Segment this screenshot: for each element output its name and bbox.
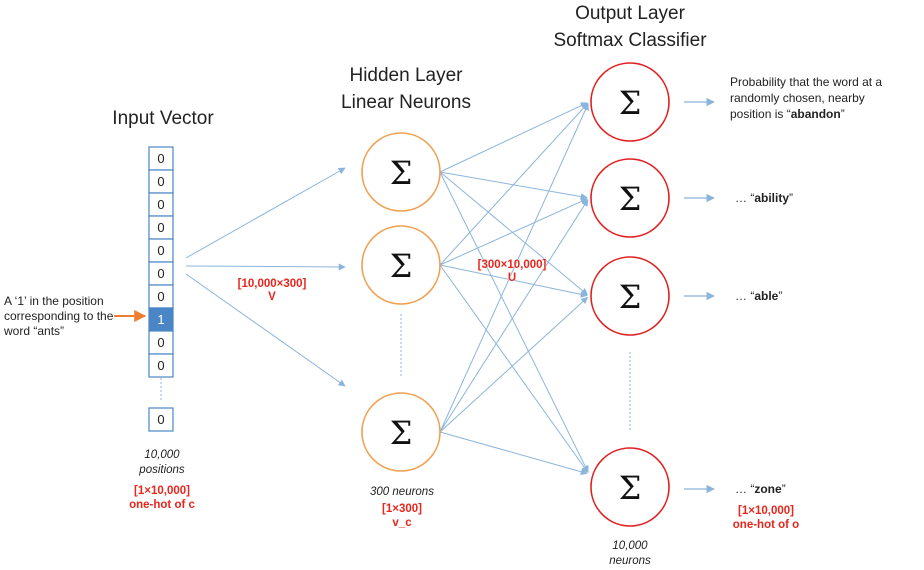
input-cell-value: 0 [157, 358, 164, 373]
input-note-line-1: A ‘1’ in the position [4, 294, 104, 308]
output-word-ability: … “ability” [735, 191, 793, 205]
hidden-to-output-line [439, 199, 589, 433]
sigma-symbol: Σ [619, 180, 642, 218]
input-vector-title: Input Vector [112, 108, 214, 129]
hidden-to-output-line [439, 296, 589, 433]
input-cell-value: 0 [157, 266, 164, 281]
input-shape-desc: one-hot of c [129, 499, 195, 511]
output-word-zone: … “zone” [735, 482, 786, 496]
output-neuron-4: Σ [590, 447, 670, 527]
hidden-layer-title: Hidden Layer [349, 65, 463, 86]
connection-lines [185, 102, 589, 476]
hidden-neuron-2: Σ [361, 225, 441, 305]
hidden-to-output-line [439, 431, 588, 476]
hidden-count-label: 300 neurons [370, 486, 434, 498]
sigma-symbol: Σ [619, 278, 642, 316]
input-cell-value: 1 [157, 312, 164, 327]
input-cell-value: 0 [157, 335, 164, 350]
input-size-label-2: positions [138, 464, 185, 476]
probability-label-line-2: randomly chosen, nearby [730, 91, 865, 105]
sigma-symbol: Σ [390, 414, 413, 452]
input-cell-value: 0 [157, 174, 164, 189]
sigma-symbol: Σ [619, 84, 642, 122]
input-cell-value: 0 [157, 220, 164, 235]
input-last-cell [148, 407, 174, 432]
probability-label-line-3: position is “abandon” [730, 107, 845, 121]
input-to-hidden-line [185, 273, 346, 387]
hidden-to-output-line [439, 102, 588, 173]
sigma-symbol: Σ [619, 469, 642, 507]
hidden-layer-subtitle: Linear Neurons [341, 92, 471, 113]
hidden-to-output-line [439, 264, 588, 298]
input-to-hidden-line [185, 167, 346, 259]
output-count-label-2: neurons [609, 555, 651, 567]
input-cell-value: 0 [157, 151, 164, 166]
hidden-to-output-line [439, 171, 589, 296]
output-shape-desc: one-hot of o [733, 519, 799, 531]
hidden-to-output-line [439, 198, 588, 266]
input-cell [148, 353, 174, 378]
weight-u-shape: [300×10,000] [478, 259, 547, 271]
hidden-neuron-3: Σ [361, 392, 441, 472]
weight-u-name: U [508, 272, 516, 284]
hidden-to-output-line [439, 103, 589, 433]
hidden-shape-label: [1×300] [382, 503, 422, 515]
sigma-symbol: Σ [390, 247, 413, 285]
input-note-line-2: corresponding to the [4, 309, 114, 323]
input-cell-value: 0 [157, 243, 164, 258]
hidden-to-output-line [439, 264, 589, 473]
input-vector: 0 0 0 0 0 0 0 1 0 0 [148, 146, 174, 378]
output-count-label: 10,000 [612, 540, 648, 552]
sigma-symbol: Σ [390, 154, 413, 192]
input-last-cell-value: 0 [157, 412, 164, 427]
input-shape-label: [1×10,000] [134, 485, 190, 497]
input-to-hidden-line [185, 263, 346, 271]
weight-v-name: V [268, 291, 276, 303]
output-neuron-1: Σ [590, 62, 670, 142]
output-layer-title: Output Layer [575, 3, 686, 24]
output-layer-subtitle: Softmax Classifier [553, 30, 707, 51]
probability-label-line-1: Probability that the word at a [730, 75, 882, 89]
input-cell-value: 0 [157, 197, 164, 212]
hidden-shape-desc: v_c [392, 517, 412, 529]
output-neuron-2: Σ [590, 158, 670, 238]
hidden-neuron-1: Σ [361, 132, 441, 212]
output-word-able: … “able” [735, 289, 782, 303]
output-shape-label: [1×10,000] [738, 505, 794, 517]
weight-v-shape: [10,000×300] [238, 278, 307, 290]
input-size-label: 10,000 [144, 449, 180, 461]
input-note-line-3: word “ants” [3, 324, 64, 338]
hidden-to-output-line [439, 102, 589, 266]
hidden-to-output-line [439, 171, 589, 473]
input-cell-value: 0 [157, 289, 164, 304]
output-neuron-3: Σ [590, 256, 670, 336]
